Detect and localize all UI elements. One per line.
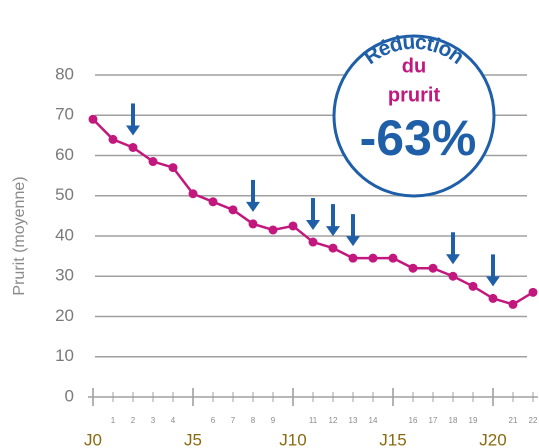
x-tick-label: J20 [479, 430, 506, 448]
x-tick-label: 12 [329, 416, 338, 425]
point [188, 189, 198, 199]
x-tick-label: 11 [309, 416, 318, 425]
x-tick-label: J5 [184, 430, 202, 448]
x-tick-label: 18 [449, 416, 458, 425]
point [268, 225, 278, 235]
x-tick-label: J10 [279, 430, 306, 448]
y-tick-label: 30 [55, 266, 74, 285]
point [328, 243, 338, 253]
y-tick-label: 50 [55, 185, 74, 204]
point [428, 263, 438, 273]
point [128, 142, 138, 152]
point [348, 253, 358, 263]
point [528, 287, 538, 297]
badge-circle [332, 34, 496, 198]
arrow [346, 214, 360, 247]
arrow [446, 232, 460, 265]
point [408, 263, 418, 273]
x-tick-label: 1 [111, 416, 116, 425]
x-tick-label: 14 [369, 416, 378, 425]
x-tick-label: 7 [231, 416, 236, 425]
x-tick-label: 13 [349, 416, 358, 425]
point [288, 221, 298, 231]
badge-line2: prurit [388, 84, 441, 106]
x-tick-label: J0 [84, 430, 102, 448]
arrow-head [346, 236, 360, 247]
arrow-head [126, 125, 140, 136]
arrow [326, 204, 340, 237]
arrow-head [486, 276, 500, 287]
point [208, 197, 218, 207]
x-tick-label: 17 [429, 416, 438, 425]
point [168, 163, 178, 173]
x-tick-label: 9 [271, 416, 276, 425]
x-tick-label: 3 [151, 416, 156, 425]
y-tick-label: 10 [55, 346, 74, 365]
x-tick-label: 16 [409, 416, 418, 425]
y-tick-label: 20 [55, 306, 74, 325]
x-tick-label: 22 [529, 416, 538, 425]
x-tick-label: J15 [379, 430, 406, 448]
x-tick-label: 2 [131, 416, 136, 425]
arrow [306, 198, 320, 231]
y-tick-label: 0 [65, 386, 74, 405]
badge-line1: du [402, 55, 426, 77]
point [368, 253, 378, 263]
x-tick-label: 21 [509, 416, 518, 425]
point [228, 205, 238, 215]
arrow [486, 254, 500, 287]
arrow-head [326, 226, 340, 237]
point [248, 219, 258, 229]
y-tick-label: 70 [55, 105, 74, 124]
point [388, 253, 398, 263]
y-tick-label: 60 [55, 145, 74, 164]
x-tick-label: 4 [171, 416, 176, 425]
point [448, 271, 458, 281]
point [488, 293, 498, 303]
point [88, 114, 98, 124]
point [108, 134, 118, 144]
arrow [126, 103, 140, 136]
point [148, 157, 158, 167]
point [468, 281, 478, 291]
arrow [246, 179, 260, 212]
y-axis-label: Prurit (moyenne) [11, 176, 28, 295]
arrow-head [246, 201, 260, 212]
y-tick-label: 40 [55, 225, 74, 244]
y-tick-label: 80 [55, 64, 74, 83]
point [508, 299, 518, 309]
arrow-head [306, 220, 320, 231]
x-tick-label: 19 [469, 416, 478, 425]
badge-value: -63% [360, 110, 477, 166]
x-tick-label: 8 [251, 416, 256, 425]
point [308, 237, 318, 247]
x-tick-label: 6 [211, 416, 216, 425]
arrow-head [446, 254, 460, 265]
